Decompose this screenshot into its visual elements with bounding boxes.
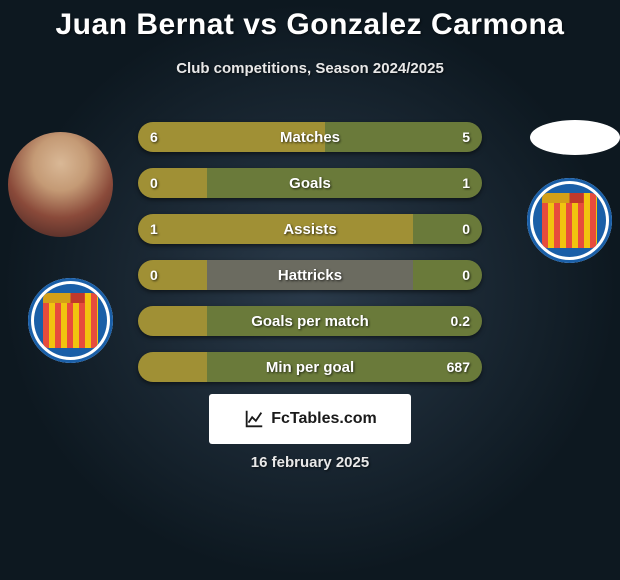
stat-value-right: 0.2 [451,306,470,336]
stat-value-left: 0 [150,168,158,198]
stat-value-right: 0 [462,214,470,244]
stat-label: Goals [138,168,482,198]
attribution-badge: FcTables.com [209,394,411,444]
player-right-avatar [530,120,620,155]
stat-row: Min per goal687 [138,352,482,382]
stat-value-left: 1 [150,214,158,244]
club-crest-left [28,278,113,363]
stat-value-right: 0 [462,260,470,290]
stat-row: Matches6 5 [138,122,482,152]
subtitle: Club competitions, Season 2024/2025 [0,60,620,77]
page-title: Juan Bernat vs Gonzalez Carmona [0,0,620,42]
stat-label: Matches [138,122,482,152]
stat-label: Goals per match [138,306,482,336]
club-crest-right [527,178,612,263]
stat-label: Hattricks [138,260,482,290]
stat-label: Min per goal [138,352,482,382]
stat-value-right: 5 [462,122,470,152]
stat-value-left: 6 [150,122,158,152]
stat-row: Hattricks0 0 [138,260,482,290]
stat-value-right: 1 [462,168,470,198]
chart-icon [243,408,265,430]
player-left-avatar [8,132,113,237]
stat-row: Assists1 0 [138,214,482,244]
attribution-text: FcTables.com [271,410,377,428]
stat-value-right: 687 [447,352,470,382]
stat-label: Assists [138,214,482,244]
stat-value-left: 0 [150,260,158,290]
date-text: 16 february 2025 [0,454,620,471]
stats-container: Matches65Goals01Assists10Hattricks00Goal… [138,122,482,398]
stat-row: Goals0 1 [138,168,482,198]
stat-row: Goals per match0.2 [138,306,482,336]
